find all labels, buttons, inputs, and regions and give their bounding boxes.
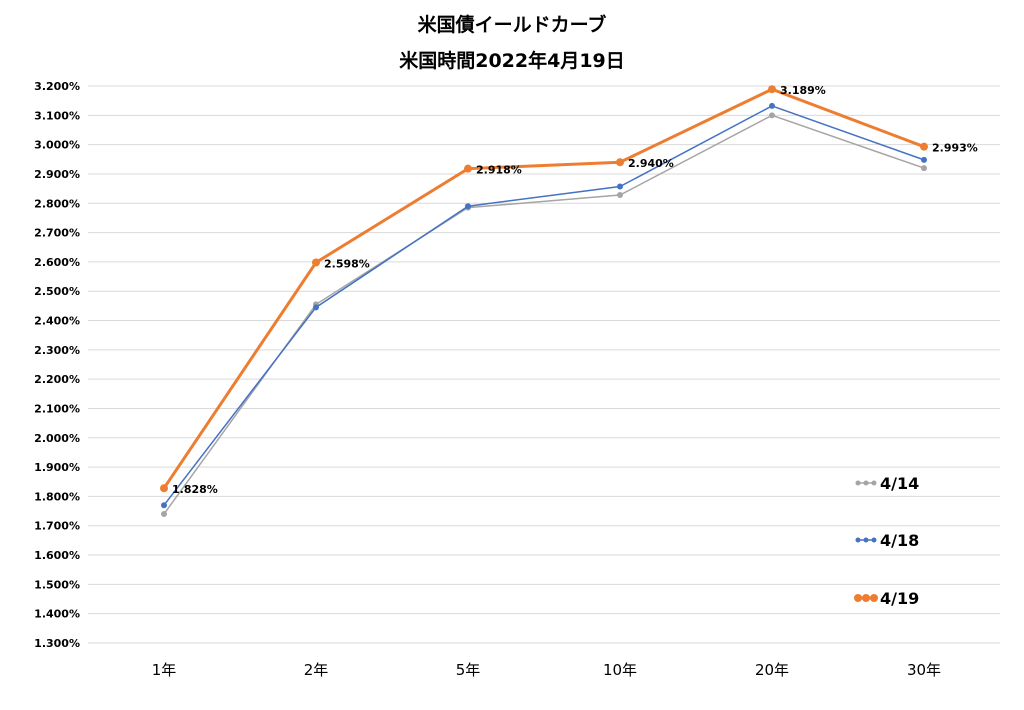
data-point bbox=[313, 304, 319, 311]
data-point bbox=[920, 142, 928, 151]
legend-marker bbox=[855, 480, 861, 486]
y-tick-label: 2.200% bbox=[34, 373, 80, 386]
data-point bbox=[161, 502, 167, 509]
x-tick-label: 30年 bbox=[907, 661, 941, 679]
series-line bbox=[163, 105, 925, 506]
y-tick-label: 2.000% bbox=[34, 432, 80, 445]
x-tick-label: 1年 bbox=[152, 661, 177, 679]
chart-title: 米国債イールドカーブ bbox=[417, 14, 607, 36]
legend-marker bbox=[871, 537, 877, 543]
legend-label: 4/18 bbox=[880, 531, 919, 550]
y-tick-label: 1.300% bbox=[34, 637, 80, 650]
data-label: 1.828% bbox=[172, 483, 218, 496]
data-point bbox=[617, 192, 623, 199]
legend-marker bbox=[863, 537, 869, 543]
y-tick-label: 3.000% bbox=[34, 139, 80, 152]
y-tick-label: 1.500% bbox=[34, 578, 80, 591]
y-tick-label: 2.500% bbox=[34, 285, 80, 298]
y-tick-label: 2.900% bbox=[34, 168, 80, 181]
data-point bbox=[921, 165, 927, 172]
y-tick-label: 2.400% bbox=[34, 315, 80, 328]
data-point bbox=[464, 164, 472, 173]
x-tick-label: 2年 bbox=[304, 661, 329, 679]
data-label: 2.993% bbox=[932, 142, 978, 155]
data-point bbox=[768, 85, 776, 94]
y-tick-label: 2.300% bbox=[34, 344, 80, 357]
data-point bbox=[161, 511, 167, 518]
data-point bbox=[465, 203, 471, 210]
y-tick-label: 1.900% bbox=[34, 461, 80, 474]
data-point bbox=[769, 102, 775, 109]
data-label: 3.189% bbox=[780, 84, 826, 97]
y-tick-label: 1.700% bbox=[34, 520, 80, 533]
data-label: 2.940% bbox=[628, 157, 674, 170]
data-label: 2.918% bbox=[476, 164, 522, 177]
data-label: 2.598% bbox=[324, 257, 370, 270]
data-point bbox=[921, 156, 927, 163]
y-tick-label: 1.600% bbox=[34, 549, 80, 562]
data-point bbox=[160, 484, 168, 493]
y-tick-label: 3.100% bbox=[34, 109, 80, 122]
x-tick-label: 5年 bbox=[456, 661, 481, 679]
y-tick-label: 2.600% bbox=[34, 256, 80, 269]
series-line bbox=[162, 87, 925, 490]
y-tick-label: 2.100% bbox=[34, 402, 80, 415]
x-tick-label: 20年 bbox=[755, 661, 789, 679]
data-point bbox=[312, 258, 320, 267]
y-tick-label: 2.700% bbox=[34, 227, 80, 240]
legend-marker bbox=[863, 480, 869, 486]
series-line bbox=[163, 114, 925, 515]
y-tick-label: 1.400% bbox=[34, 608, 80, 621]
legend-marker bbox=[870, 594, 878, 602]
legend-marker bbox=[862, 594, 870, 602]
data-point bbox=[617, 183, 623, 190]
y-tick-label: 2.800% bbox=[34, 197, 80, 210]
y-tick-label: 3.200% bbox=[34, 80, 80, 93]
legend-marker bbox=[854, 594, 862, 602]
legend-label: 4/14 bbox=[880, 474, 919, 493]
legend-marker bbox=[855, 537, 861, 543]
data-point bbox=[769, 112, 775, 119]
data-point bbox=[616, 158, 624, 167]
legend-label: 4/19 bbox=[880, 589, 919, 608]
y-tick-label: 1.800% bbox=[34, 490, 80, 503]
legend-marker bbox=[871, 480, 877, 486]
x-tick-label: 10年 bbox=[603, 661, 637, 679]
chart-subtitle: 米国時間2022年4月19日 bbox=[399, 50, 625, 72]
